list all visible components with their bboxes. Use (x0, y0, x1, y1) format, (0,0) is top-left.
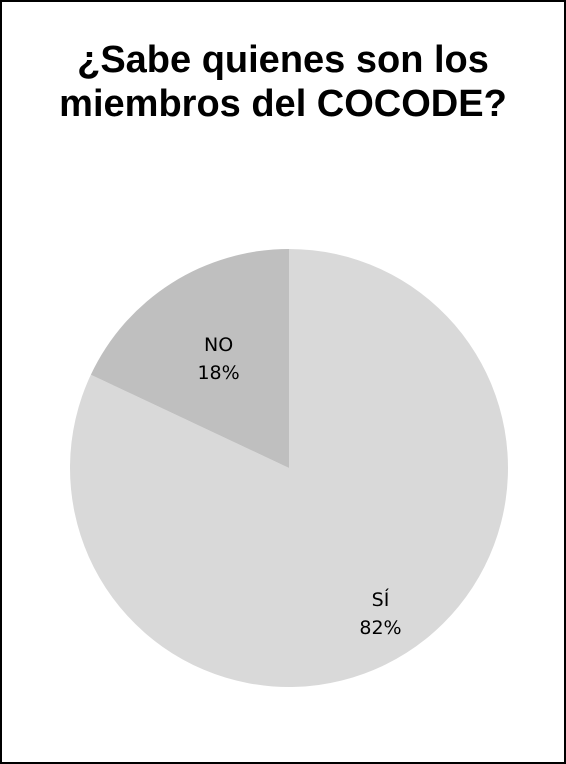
slice-label-no: NO (204, 334, 233, 356)
slice-value-no: 18% (197, 362, 239, 384)
slice-label-sí: SÍ (372, 588, 390, 611)
slice-value-sí: 82% (359, 617, 401, 639)
